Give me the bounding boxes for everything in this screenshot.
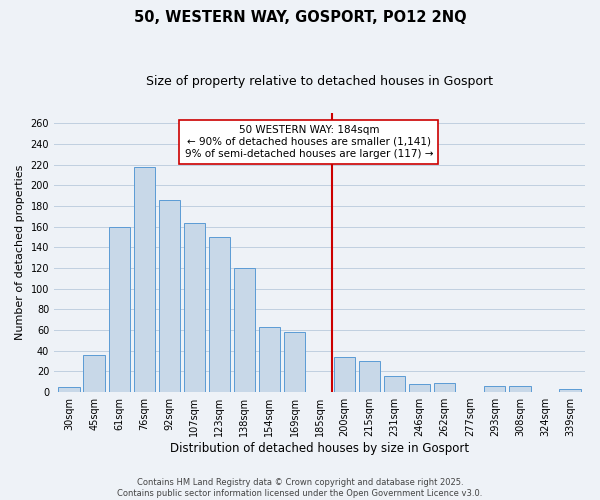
Bar [158,200,180,392]
Bar [83,355,105,392]
Title: Size of property relative to detached houses in Gosport: Size of property relative to detached ho… [146,75,493,88]
Bar [284,332,305,392]
Bar [259,327,280,392]
Bar [434,383,455,392]
Y-axis label: Number of detached properties: Number of detached properties [15,164,25,340]
Bar [184,224,205,392]
Text: 50 WESTERN WAY: 184sqm
← 90% of detached houses are smaller (1,141)
9% of semi-d: 50 WESTERN WAY: 184sqm ← 90% of detached… [185,126,433,158]
Bar [334,357,355,392]
Bar [134,166,155,392]
Bar [484,386,505,392]
Bar [359,361,380,392]
Bar [559,389,581,392]
Bar [509,386,530,392]
Bar [209,237,230,392]
Bar [234,268,255,392]
Bar [384,376,406,392]
X-axis label: Distribution of detached houses by size in Gosport: Distribution of detached houses by size … [170,442,469,455]
Text: Contains HM Land Registry data © Crown copyright and database right 2025.
Contai: Contains HM Land Registry data © Crown c… [118,478,482,498]
Text: 50, WESTERN WAY, GOSPORT, PO12 2NQ: 50, WESTERN WAY, GOSPORT, PO12 2NQ [134,10,466,25]
Bar [409,384,430,392]
Bar [109,226,130,392]
Bar [58,387,80,392]
